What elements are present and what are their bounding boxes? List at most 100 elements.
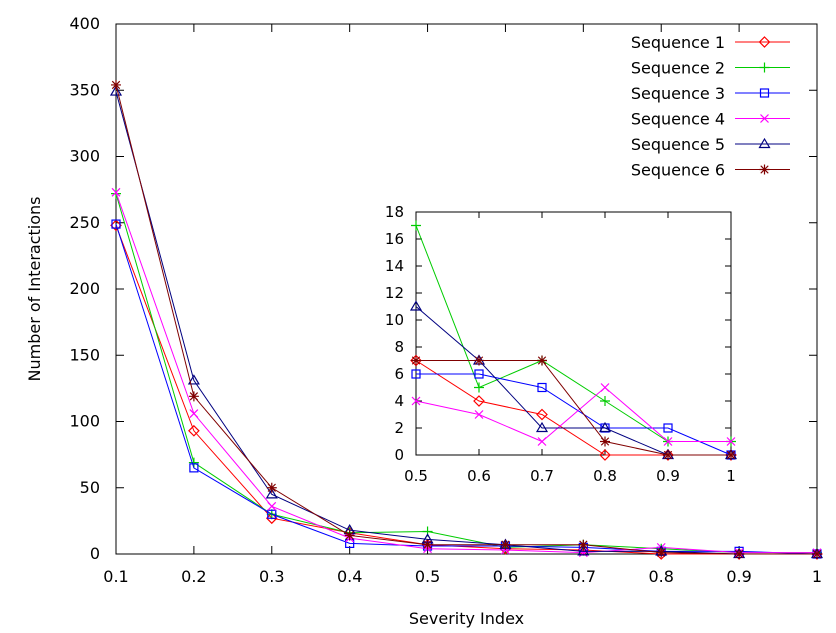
legend-entry-4: Sequence 4: [631, 110, 790, 129]
main-x-tick-label: 0.6: [493, 567, 518, 586]
main-data-point: [111, 187, 121, 197]
inset-data-point: [663, 450, 673, 460]
legend-entry-3: Sequence 3: [631, 84, 790, 103]
inset-x-tick-label: 1: [726, 467, 736, 485]
main-data-point: [111, 79, 121, 90]
inset-data-point: [537, 355, 547, 366]
main-x-tick-label: 0.4: [337, 567, 362, 586]
inset-series-line: [416, 373, 732, 456]
legend-entry-5: Sequence 5: [631, 135, 790, 154]
inset-y-tick-label: 8: [394, 338, 404, 356]
inset-data-point: [474, 369, 484, 379]
inset-data-point: [474, 382, 484, 393]
main-y-tick-label: 300: [69, 147, 100, 166]
inset-y-tick-label: 10: [385, 311, 404, 329]
inset-data-point: [411, 369, 421, 379]
inset-data-point: [726, 437, 736, 446]
legend-label: Sequence 4: [631, 110, 725, 129]
main-y-tick-label: 250: [69, 213, 100, 232]
main-data-point: [812, 549, 822, 559]
inset-data-point: [411, 396, 421, 406]
main-x-tick-label: 0.8: [648, 567, 673, 586]
inset-series-6: [411, 355, 736, 460]
main-data-point: [577, 545, 590, 556]
main-series-line: [115, 223, 818, 555]
main-data-point: [111, 219, 121, 229]
legend-label: Sequence 5: [631, 135, 725, 154]
inset-frame: [415, 211, 732, 456]
main-data-point: [187, 374, 200, 385]
main-data-point: [734, 549, 745, 559]
legend-marker: [758, 36, 771, 48]
inset-y-tick-label: 6: [394, 365, 404, 383]
legend-marker: [758, 137, 771, 149]
main-data-point: [267, 509, 277, 519]
main-y-tick-label: 150: [69, 345, 100, 364]
main-y-tick-label: 200: [69, 279, 100, 298]
inset-series-line: [416, 360, 731, 456]
legend-marker: [759, 164, 770, 175]
inset-data-point: [537, 382, 547, 393]
main-series-line: [115, 192, 817, 554]
main-series-line: [115, 193, 817, 554]
legend-label: Sequence 3: [631, 84, 725, 103]
legend-label: Sequence 2: [631, 59, 725, 78]
inset-data-point: [537, 437, 547, 446]
inset-x-tick-label: 0.8: [593, 467, 617, 485]
main-x-tick-label: 1: [812, 567, 822, 586]
legend-label: Sequence 1: [631, 33, 725, 52]
main-series-line: [115, 91, 817, 555]
main-series-line: [115, 84, 817, 555]
main-x-tick-label: 0.9: [726, 567, 751, 586]
main-x-tick-label: 0.5: [415, 567, 440, 586]
main-series-6: [111, 79, 822, 559]
main-data-point: [188, 424, 200, 437]
x-axis-title: Severity Index: [409, 609, 524, 628]
inset-y-tick-label: 0: [394, 446, 404, 464]
main-y-tick-label: 350: [69, 80, 100, 99]
inset-series-line: [415, 386, 731, 443]
main-data-point: [189, 409, 199, 418]
y-axis-title: Number of Interactions: [25, 196, 44, 381]
inset-data-point: [598, 421, 612, 433]
main-data-point: [110, 219, 122, 232]
main-x-tick-label: 0.3: [259, 567, 284, 586]
inset-data-point: [473, 395, 485, 407]
main-data-point: [189, 463, 199, 473]
legend-entry-1: Sequence 1: [631, 33, 790, 52]
main-data-point: [109, 85, 123, 96]
inset-data-point: [474, 355, 484, 366]
main-y-tick-label: 50: [80, 478, 100, 497]
main-data-point: [344, 530, 355, 541]
inset-y-tick-label: 14: [385, 257, 404, 275]
main-data-point: [266, 482, 277, 493]
inset-x-tick-label: 0.9: [656, 467, 680, 485]
main-y-tick-label: 400: [69, 14, 100, 33]
inset-data-point: [599, 449, 611, 461]
legend-marker: [759, 88, 770, 98]
legend-marker: [760, 114, 769, 123]
inset-y-tick-label: 12: [385, 284, 404, 302]
main-y-tick-label: 100: [69, 412, 100, 431]
main-data-point: [422, 539, 433, 550]
inset-data-point: [536, 408, 548, 421]
main-data-point: [500, 539, 511, 550]
inset-y-tick-label: 2: [394, 419, 404, 437]
main-x-tick-label: 0.7: [571, 567, 596, 586]
main-plot: 0.1 0.2 0.3 0.4 0.5 0.6 0.7 0.8 0.9 1050100150200…: [69, 14, 824, 586]
inset-series-4: [411, 383, 736, 446]
inset-data-point: [663, 423, 673, 433]
inset-data-point: [663, 437, 673, 446]
inset-data-point: [411, 355, 421, 366]
inset-y-tick-label: 18: [385, 203, 404, 221]
legend-marker: [759, 62, 770, 73]
main-data-point: [188, 457, 199, 468]
inset-x-tick-label: 0.5: [404, 467, 428, 485]
main-data-point: [265, 488, 278, 499]
legend-entry-6: Sequence 6: [631, 161, 790, 180]
inset-data-point: [474, 410, 484, 419]
inset-data-point: [411, 220, 421, 231]
inset-y-tick-label: 4: [394, 392, 404, 410]
